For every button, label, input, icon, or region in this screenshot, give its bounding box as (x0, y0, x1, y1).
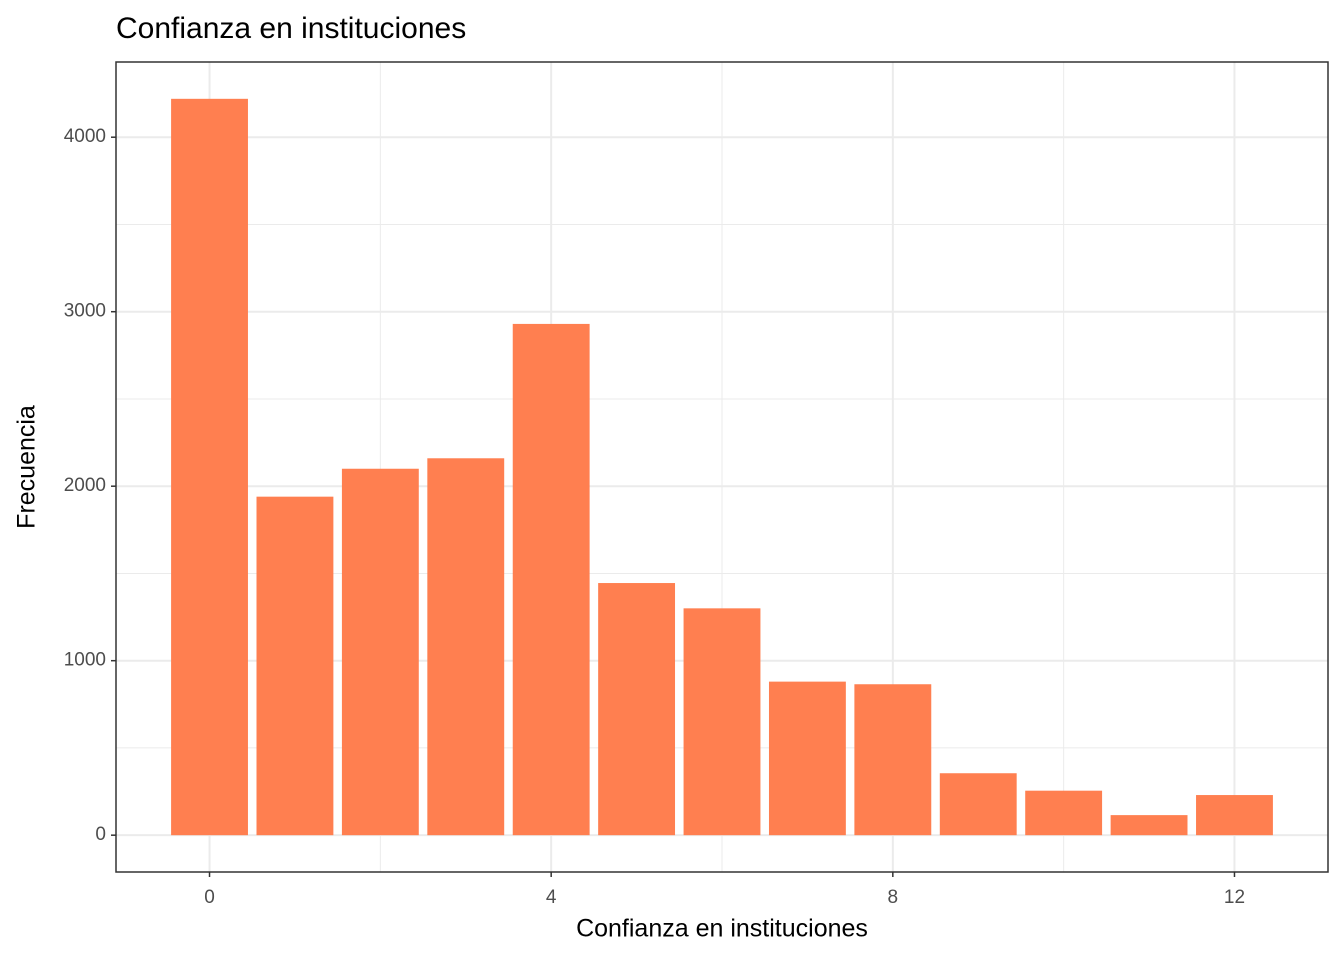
bar (683, 608, 761, 836)
x-tick-label: 0 (204, 887, 215, 908)
bar (939, 773, 1017, 836)
x-tick-label: 4 (546, 887, 557, 908)
bar (171, 98, 248, 836)
bar (512, 323, 590, 836)
y-axis-title: Frecuencia (13, 405, 41, 529)
bar (768, 681, 846, 836)
chart-title: Confianza en instituciones (116, 12, 466, 45)
bar (256, 496, 334, 836)
x-tick-label: 12 (1224, 887, 1245, 908)
x-axis-title: Confianza en instituciones (576, 915, 868, 943)
y-tick-label: 4000 (64, 126, 106, 147)
y-tick-label: 1000 (64, 650, 106, 671)
x-tick-label: 8 (888, 887, 899, 908)
y-tick-label: 2000 (64, 475, 106, 496)
y-tick-label: 3000 (64, 301, 106, 322)
bar (598, 583, 676, 836)
panel-border (115, 61, 1329, 873)
bar (854, 684, 932, 836)
bar (341, 468, 419, 836)
bar (1196, 795, 1273, 836)
bar (427, 458, 505, 836)
bar (1110, 815, 1188, 836)
bar (1025, 790, 1103, 836)
y-tick-label: 0 (95, 824, 106, 845)
